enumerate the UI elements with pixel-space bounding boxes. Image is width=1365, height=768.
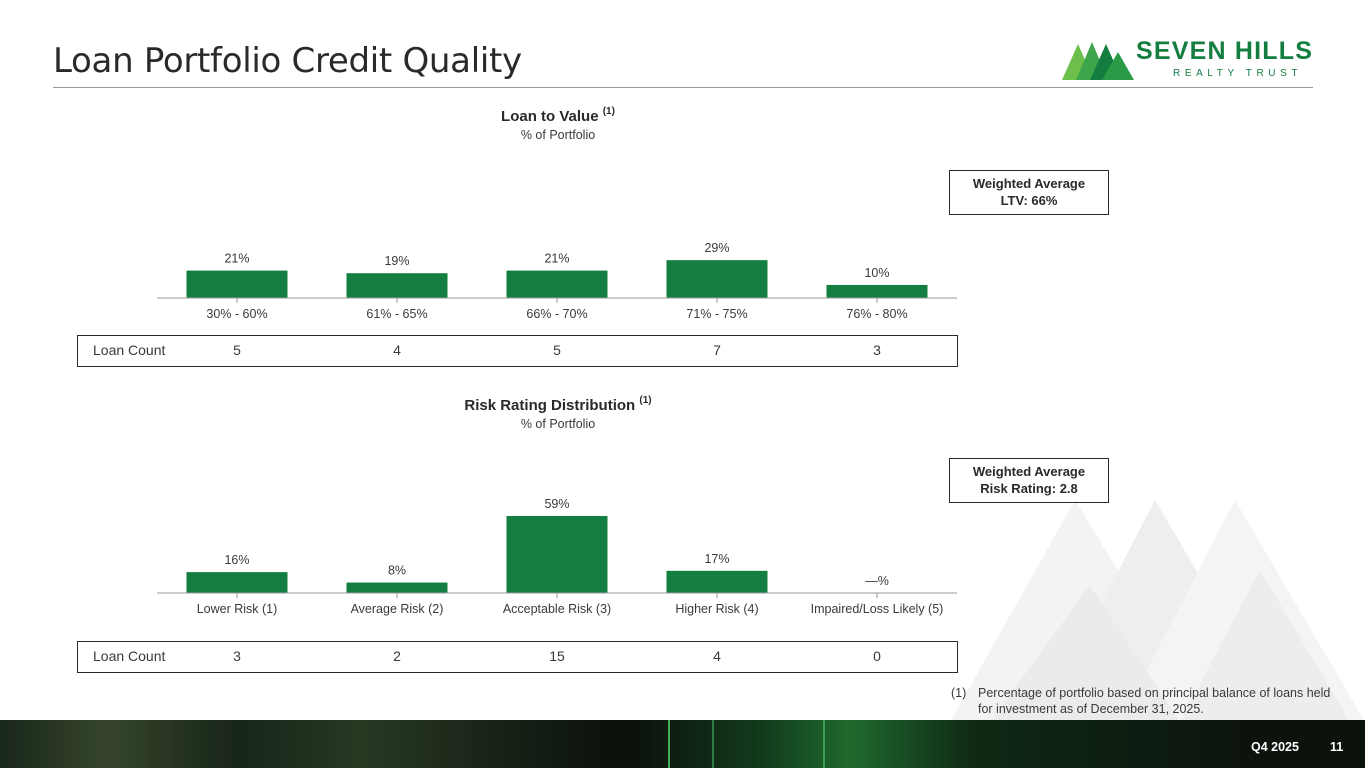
- logo-name: SEVEN HILLS: [1136, 37, 1314, 65]
- ltv-loan-count-value: 3: [873, 342, 881, 358]
- x-axis-category-label: 66% - 70%: [526, 307, 587, 321]
- ltv-loan-count-value: 4: [393, 342, 401, 358]
- ltv-chart-title: Loan to Value (1): [501, 106, 615, 126]
- bar: [346, 273, 448, 298]
- bar: [186, 270, 288, 298]
- bar: [506, 516, 608, 593]
- ltv-bar-chart: 21% 30% - 60% 19% 61% - 65% 21% 66% - 70% 29% 7…: [157, 200, 957, 326]
- x-axis-category-label: Lower Risk (1): [197, 602, 278, 616]
- footer-quarter: Q4 2025: [1251, 740, 1299, 754]
- ltv-weighted-average-callout: Weighted Average LTV: 66%: [949, 170, 1109, 215]
- ltv-loan-count-label: Loan Count: [93, 342, 166, 358]
- bar: [346, 582, 448, 593]
- x-axis-category-label: Acceptable Risk (3): [503, 602, 611, 616]
- bar-data-label: 8%: [388, 564, 406, 578]
- bar-data-label: 10%: [864, 266, 889, 280]
- bar-data-label: 21%: [224, 252, 249, 266]
- risk-callout-line2: Risk Rating: 2.8: [980, 481, 1078, 496]
- risk-loan-count-value: 0: [873, 648, 881, 664]
- risk-loan-count-value: 3: [233, 648, 241, 664]
- bar: [666, 260, 768, 298]
- risk-loan-count-value: 15: [549, 648, 565, 664]
- x-axis-category-label: 61% - 65%: [366, 307, 427, 321]
- risk-chart-heading: Risk Rating Distribution (1) % of Portfo…: [358, 395, 758, 432]
- risk-rating-bar-chart: 16% Lower Risk (1) 8% Average Risk (2) 59% Ac…: [157, 495, 957, 621]
- risk-loan-count-value: 2: [393, 648, 401, 664]
- bar: [506, 270, 608, 298]
- page-number: 11: [1330, 740, 1344, 754]
- bar-data-label: 17%: [704, 552, 729, 566]
- ltv-loan-count-value: 5: [233, 342, 241, 358]
- ltv-callout-line1: Weighted Average: [972, 176, 1086, 191]
- ltv-loan-count-row: Loan Count 5 4 5 7 3: [77, 335, 958, 367]
- background-mountains-graphic: [950, 500, 1365, 722]
- bar-data-label: 19%: [384, 254, 409, 268]
- risk-chart-title: Risk Rating Distribution (1): [464, 395, 652, 415]
- ltv-loan-count-value: 5: [553, 342, 561, 358]
- logo-subtitle: REALTY TRUST: [1173, 68, 1303, 79]
- x-axis-category-label: 30% - 60%: [206, 307, 267, 321]
- risk-loan-count-label: Loan Count: [93, 648, 166, 664]
- x-axis-category-label: Higher Risk (4): [675, 602, 758, 616]
- ltv-chart-subtitle: % of Portfolio: [520, 128, 596, 142]
- bar-data-label: 59%: [544, 497, 569, 511]
- ltv-callout-line2: LTV: 66%: [1000, 193, 1058, 208]
- footnote-mark: (1): [951, 686, 967, 700]
- company-logo: SEVEN HILLS REALTY TRUST: [1062, 37, 1317, 82]
- ltv-chart-heading: Loan to Value (1) % of Portfolio: [358, 106, 758, 143]
- risk-weighted-average-callout: Weighted Average Risk Rating: 2.8: [949, 458, 1109, 503]
- footer-banner: [0, 720, 1365, 768]
- x-axis-category-label: 71% - 75%: [686, 307, 747, 321]
- mountains-logo-icon: [1062, 42, 1134, 80]
- bar: [666, 570, 768, 593]
- risk-chart-subtitle: % of Portfolio: [520, 417, 596, 431]
- risk-callout-line1: Weighted Average: [972, 464, 1086, 479]
- risk-loan-count-row: Loan Count 3 2 15 4 0: [77, 641, 958, 673]
- ltv-footnote-ref: (1): [602, 106, 615, 117]
- risk-loan-count-value: 4: [713, 648, 721, 664]
- x-axis-category-label: Impaired/Loss Likely (5): [811, 602, 944, 616]
- risk-footnote-ref: (1): [639, 395, 652, 406]
- bar-data-label: 16%: [224, 553, 249, 567]
- bar-data-label: 21%: [544, 252, 569, 266]
- page-title: Loan Portfolio Credit Quality: [53, 41, 522, 81]
- ltv-loan-count-value: 7: [713, 342, 721, 358]
- bar-data-label: 29%: [704, 241, 729, 255]
- bar: [186, 572, 288, 593]
- bar: [826, 284, 928, 298]
- x-axis-category-label: Average Risk (2): [351, 602, 444, 616]
- x-axis-category-label: 76% - 80%: [846, 307, 907, 321]
- title-divider: [53, 87, 1313, 88]
- footnote-text: Percentage of portfolio based on princip…: [978, 686, 1331, 716]
- bar-data-label: —%: [865, 574, 889, 588]
